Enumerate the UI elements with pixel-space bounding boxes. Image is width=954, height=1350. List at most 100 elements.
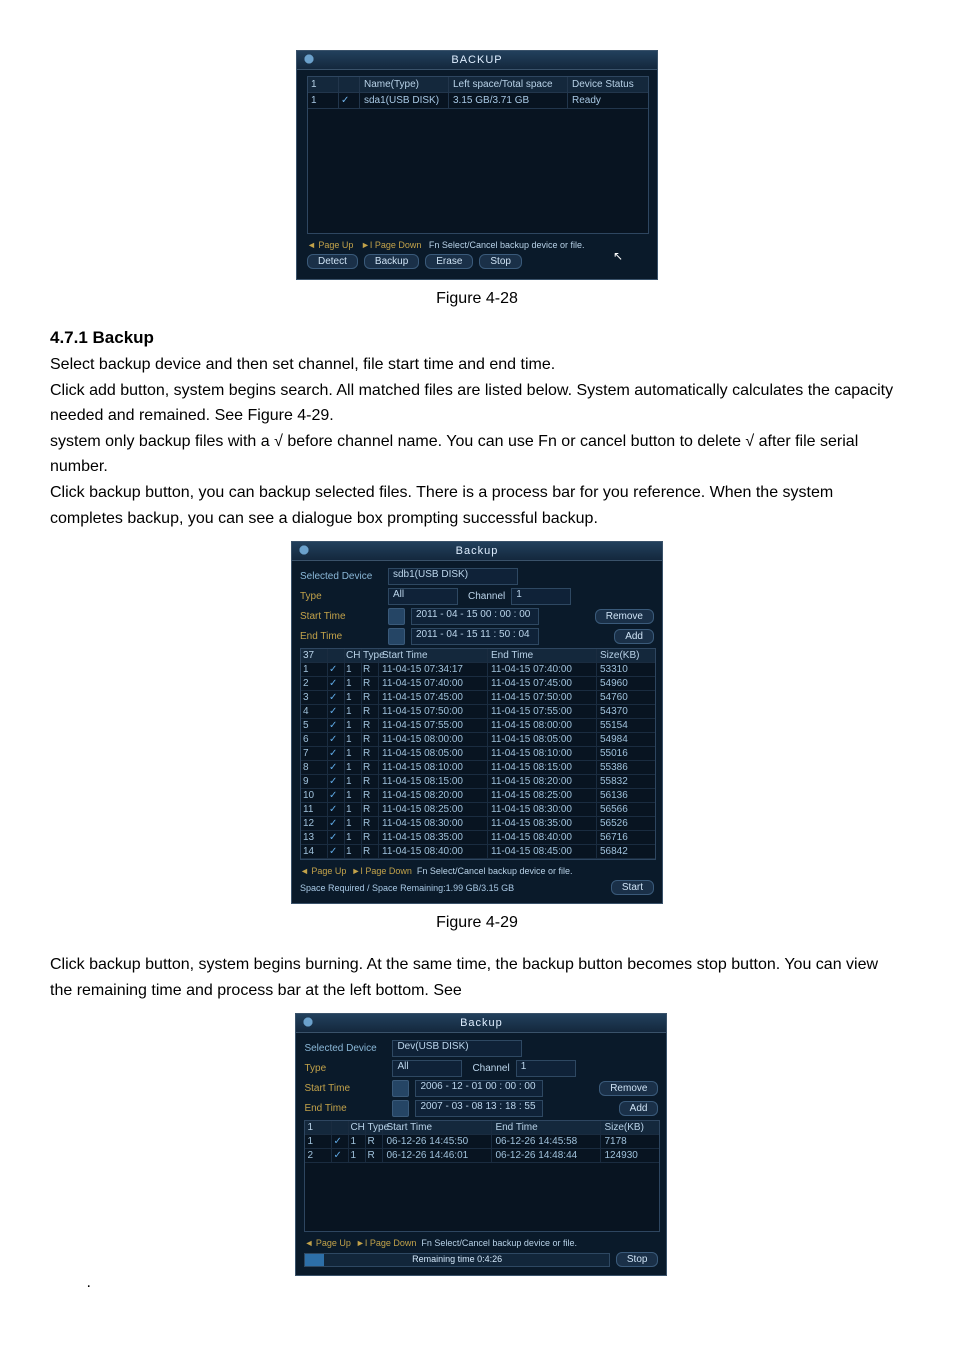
section-p3: system only backup files with a √ before…: [50, 429, 904, 480]
select-cancel-hint: Fn Select/Cancel backup device or file.: [417, 866, 573, 876]
start-button[interactable]: Start: [611, 880, 654, 895]
row-check[interactable]: ✓: [328, 747, 345, 760]
row-check[interactable]: ✓: [328, 775, 345, 788]
col-starttime: Start Time: [383, 1121, 492, 1134]
file-list-table: 1 CH Type Start Time End Time Size(KB) 1…: [304, 1120, 660, 1232]
file-row[interactable]: 1✓1R06-12-26 14:45:5006-12-26 14:45:5871…: [305, 1135, 659, 1149]
row-start: 11-04-15 08:10:00: [379, 761, 488, 774]
remove-button[interactable]: Remove: [599, 1081, 658, 1096]
row-index: 7: [301, 747, 328, 760]
page-up-hint: ◄ Page Up: [300, 866, 346, 876]
row-type: R: [366, 1135, 383, 1148]
row-check[interactable]: ✓: [328, 677, 345, 690]
row-type: R: [366, 1149, 383, 1162]
row-check[interactable]: ✓: [328, 845, 345, 858]
file-row[interactable]: 8✓1R11-04-15 08:10:0011-04-15 08:15:0055…: [301, 761, 655, 775]
row-check[interactable]: ✓: [328, 761, 345, 774]
row-check[interactable]: ✓: [332, 1135, 349, 1148]
stop-button[interactable]: Stop: [616, 1252, 659, 1267]
file-row[interactable]: 2✓1R06-12-26 14:46:0106-12-26 14:48:4412…: [305, 1149, 659, 1163]
paging-hint: ◄ Page Up ►I Page Down Fn Select/Cancel …: [307, 240, 647, 250]
row-check[interactable]: ✓: [328, 817, 345, 830]
f30-title: Backup: [460, 1017, 503, 1029]
figure-4-28-caption: Figure 4-28: [50, 290, 904, 308]
row-ch: 1: [345, 691, 362, 704]
file-row[interactable]: 4✓1R11-04-15 07:50:0011-04-15 07:55:0054…: [301, 705, 655, 719]
row-index: 3: [301, 691, 328, 704]
selected-device-select[interactable]: sdb1(USB DISK): [388, 568, 518, 585]
row-start: 11-04-15 08:35:00: [379, 831, 488, 844]
dev-check[interactable]: ✓: [339, 93, 360, 108]
backup-button[interactable]: Backup: [364, 254, 419, 269]
row-ch: 1: [345, 747, 362, 760]
row-check[interactable]: ✓: [328, 789, 345, 802]
file-row[interactable]: 1✓1R11-04-15 07:34:1711-04-15 07:40:0053…: [301, 663, 655, 677]
row-size: 55832: [597, 775, 655, 788]
file-row[interactable]: 13✓1R11-04-15 08:35:0011-04-15 08:40:005…: [301, 831, 655, 845]
page-down-hint: ►I Page Down: [361, 240, 421, 250]
section-heading: 4.7.1 Backup: [50, 328, 904, 348]
file-row[interactable]: 11✓1R11-04-15 08:25:0011-04-15 08:30:005…: [301, 803, 655, 817]
erase-button[interactable]: Erase: [425, 254, 473, 269]
calendar-icon[interactable]: [388, 608, 405, 625]
row-index: 2: [305, 1149, 332, 1162]
channel-select[interactable]: 1: [516, 1060, 576, 1077]
row-check[interactable]: ✓: [328, 831, 345, 844]
calendar-icon[interactable]: [388, 628, 405, 645]
stop-button[interactable]: Stop: [479, 254, 522, 269]
row-size: 54760: [597, 691, 655, 704]
selected-device-select[interactable]: Dev(USB DISK): [392, 1040, 522, 1057]
start-time-input[interactable]: 2006 - 12 - 01 00 : 00 : 00: [415, 1080, 543, 1097]
col-size: Size(KB): [597, 649, 655, 662]
row-check[interactable]: ✓: [332, 1149, 349, 1162]
file-row[interactable]: 12✓1R11-04-15 08:30:0011-04-15 08:35:005…: [301, 817, 655, 831]
file-row[interactable]: 7✓1R11-04-15 08:05:0011-04-15 08:10:0055…: [301, 747, 655, 761]
f28-titlebar: BACKUP: [297, 51, 657, 70]
section-p4: Click backup button, you can backup sele…: [50, 480, 904, 531]
file-row[interactable]: 3✓1R11-04-15 07:45:0011-04-15 07:50:0054…: [301, 691, 655, 705]
file-row[interactable]: 6✓1R11-04-15 08:00:0011-04-15 08:05:0054…: [301, 733, 655, 747]
detect-button[interactable]: Detect: [307, 254, 358, 269]
device-row[interactable]: 1 ✓ sda1(USB DISK) 3.15 GB/3.71 GB Ready: [308, 93, 648, 109]
end-time-input[interactable]: 2011 - 04 - 15 11 : 50 : 04: [411, 628, 539, 645]
file-row[interactable]: 2✓1R11-04-15 07:40:0011-04-15 07:45:0054…: [301, 677, 655, 691]
row-check[interactable]: ✓: [328, 691, 345, 704]
row-end: 11-04-15 08:40:00: [488, 831, 597, 844]
row-check[interactable]: ✓: [328, 663, 345, 676]
col-endtime: End Time: [492, 1121, 601, 1134]
file-row[interactable]: 10✓1R11-04-15 08:20:0011-04-15 08:25:005…: [301, 789, 655, 803]
row-end: 11-04-15 07:40:00: [488, 663, 597, 676]
row-check[interactable]: ✓: [328, 733, 345, 746]
file-row[interactable]: 14✓1R11-04-15 08:40:0011-04-15 08:45:005…: [301, 845, 655, 859]
row-index: 6: [301, 733, 328, 746]
start-time-label: Start Time: [304, 1083, 386, 1094]
row-check[interactable]: ✓: [328, 719, 345, 732]
add-button[interactable]: Add: [619, 1101, 659, 1116]
calendar-icon[interactable]: [392, 1100, 409, 1117]
type-select[interactable]: All: [392, 1060, 462, 1077]
file-row[interactable]: 5✓1R11-04-15 07:55:0011-04-15 08:00:0055…: [301, 719, 655, 733]
row-check[interactable]: ✓: [328, 803, 345, 816]
col-check: [339, 77, 360, 92]
end-time-input[interactable]: 2007 - 03 - 08 13 : 18 : 55: [415, 1100, 543, 1117]
remove-button[interactable]: Remove: [595, 609, 654, 624]
type-label: Type: [300, 591, 382, 602]
col-check: [328, 649, 345, 662]
row-end: 11-04-15 08:45:00: [488, 845, 597, 858]
row-start: 11-04-15 07:50:00: [379, 705, 488, 718]
start-time-input[interactable]: 2011 - 04 - 15 00 : 00 : 00: [411, 608, 539, 625]
type-select[interactable]: All: [388, 588, 458, 605]
f30-titlebar: Backup: [296, 1014, 666, 1033]
channel-select[interactable]: 1: [511, 588, 571, 605]
row-index: 2: [301, 677, 328, 690]
row-end: 11-04-15 08:05:00: [488, 733, 597, 746]
row-start: 11-04-15 08:15:00: [379, 775, 488, 788]
row-type: R: [362, 733, 379, 746]
dev-name: sda1(USB DISK): [360, 93, 449, 108]
file-row[interactable]: 9✓1R11-04-15 08:15:0011-04-15 08:20:0055…: [301, 775, 655, 789]
calendar-icon[interactable]: [392, 1080, 409, 1097]
row-type: R: [362, 831, 379, 844]
add-button[interactable]: Add: [614, 629, 654, 644]
row-check[interactable]: ✓: [328, 705, 345, 718]
file-list-table: 37 CH Type Start Time End Time Size(KB) …: [300, 648, 656, 860]
